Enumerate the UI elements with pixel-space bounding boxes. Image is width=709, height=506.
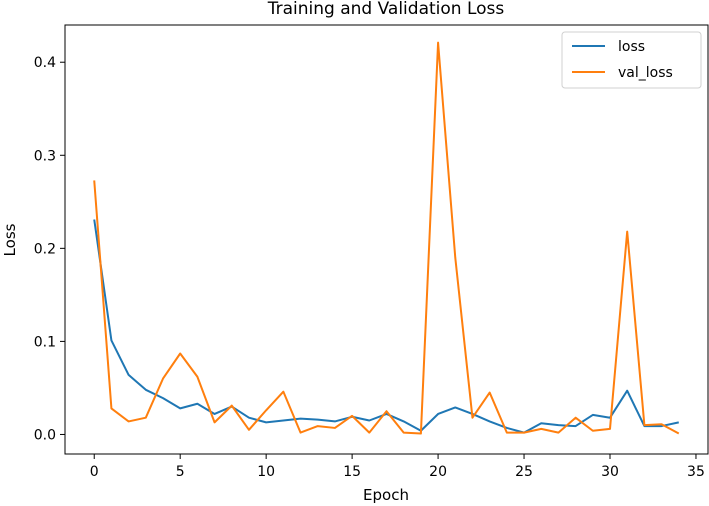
legend: loss val_loss	[561, 31, 702, 89]
series-line-loss	[93, 219, 679, 434]
x-tick-label: 25	[515, 464, 533, 480]
series-line-val-loss	[93, 41, 680, 435]
y-axis: 0.0 0.1 0.2 0.3 0.4	[34, 55, 65, 443]
x-tick-label: 10	[257, 464, 275, 480]
y-tick-label: 0.4	[34, 55, 56, 71]
x-axis: 0 5 10 15 20 25 30 35	[90, 454, 705, 480]
y-tick-label: 0.2	[34, 241, 56, 257]
x-tick-label: 5	[176, 464, 185, 480]
x-tick-label: 15	[343, 464, 361, 480]
legend-label-val-loss: val_loss	[618, 65, 673, 81]
x-tick-label: 20	[429, 464, 447, 480]
plot-area-frame	[64, 24, 709, 455]
x-tick-label: 30	[601, 464, 619, 480]
chart-title: Training and Validation Loss	[267, 0, 505, 19]
x-tick-label: 0	[90, 464, 99, 480]
x-axis-label: Epoch	[363, 486, 409, 504]
y-tick-label: 0.1	[34, 334, 56, 350]
lines-layer	[93, 41, 680, 435]
legend-label-loss: loss	[618, 39, 645, 55]
y-tick-label: 0.3	[34, 148, 56, 164]
y-axis-label: Loss	[1, 223, 19, 256]
y-tick-label: 0.0	[34, 427, 56, 443]
x-tick-label: 35	[687, 464, 705, 480]
